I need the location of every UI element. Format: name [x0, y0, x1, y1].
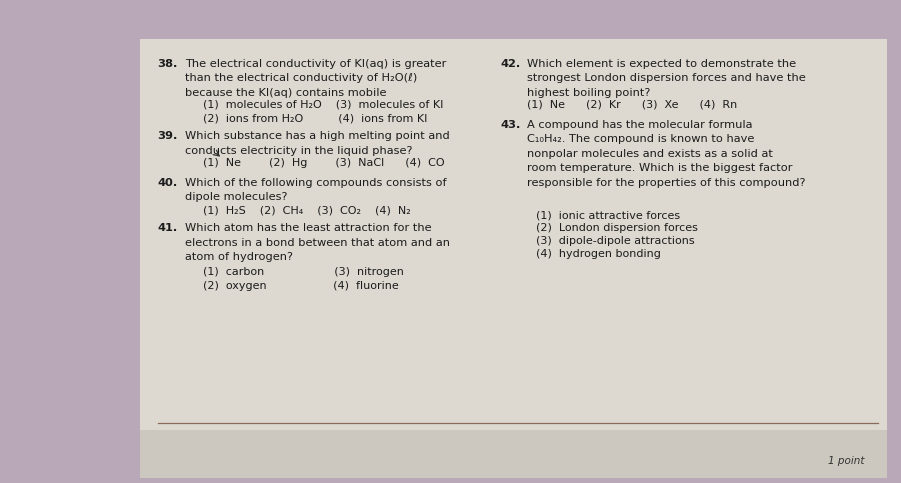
Text: 38.: 38. [158, 59, 178, 69]
Text: (2)  London dispersion forces: (2) London dispersion forces [536, 223, 698, 233]
Text: (3)  dipole-dipole attractions: (3) dipole-dipole attractions [536, 236, 695, 246]
Text: (1)  H₂S    (2)  CH₄    (3)  CO₂    (4)  N₂: (1) H₂S (2) CH₄ (3) CO₂ (4) N₂ [203, 205, 411, 215]
Text: Which atom has the least attraction for the: Which atom has the least attraction for … [185, 223, 432, 233]
FancyBboxPatch shape [140, 39, 887, 444]
Text: (1)  Ne      (2)  Kr      (3)  Xe      (4)  Rn: (1) Ne (2) Kr (3) Xe (4) Rn [527, 99, 737, 109]
Text: nonpolar molecules and exists as a solid at: nonpolar molecules and exists as a solid… [527, 149, 773, 159]
Text: highest boiling point?: highest boiling point? [527, 88, 651, 98]
Text: room temperature. Which is the biggest factor: room temperature. Which is the biggest f… [527, 163, 793, 173]
Text: responsible for the properties of this compound?: responsible for the properties of this c… [527, 178, 805, 188]
Text: Which of the following compounds consists of: Which of the following compounds consist… [185, 178, 446, 188]
Text: (1)  carbon                    (3)  nitrogen: (1) carbon (3) nitrogen [203, 267, 404, 277]
Text: 41.: 41. [158, 223, 177, 233]
Text: than the electrical conductivity of H₂O(ℓ): than the electrical conductivity of H₂O(… [185, 73, 417, 84]
Text: electrons in a bond between that atom and an: electrons in a bond between that atom an… [185, 238, 450, 248]
Text: conducts electricity in the liquid phase?: conducts electricity in the liquid phase… [185, 146, 412, 156]
Text: (1)  ionic attractive forces: (1) ionic attractive forces [536, 210, 680, 220]
Text: (2)  oxygen                   (4)  fluorine: (2) oxygen (4) fluorine [203, 281, 398, 291]
Text: (1)  molecules of H₂O    (3)  molecules of KI: (1) molecules of H₂O (3) molecules of KI [203, 99, 443, 109]
Text: The electrical conductivity of KI(aq) is greater: The electrical conductivity of KI(aq) is… [185, 59, 446, 69]
Text: strongest London dispersion forces and have the: strongest London dispersion forces and h… [527, 73, 805, 84]
Text: C₁₀H₄₂. The compound is known to have: C₁₀H₄₂. The compound is known to have [527, 134, 754, 144]
Text: 39.: 39. [158, 131, 178, 142]
Text: (2)  ions from H₂O          (4)  ions from KI: (2) ions from H₂O (4) ions from KI [203, 114, 427, 124]
FancyBboxPatch shape [140, 430, 887, 478]
Text: atom of hydrogen?: atom of hydrogen? [185, 252, 293, 262]
Text: A compound has the molecular formula: A compound has the molecular formula [527, 120, 752, 130]
Text: (1)  Ne        (2)  Hg        (3)  NaCl      (4)  CO: (1) Ne (2) Hg (3) NaCl (4) CO [203, 158, 444, 169]
Text: 40.: 40. [158, 178, 177, 188]
Text: because the KI(aq) contains mobile: because the KI(aq) contains mobile [185, 88, 387, 98]
Text: Which substance has a high melting point and: Which substance has a high melting point… [185, 131, 450, 142]
Text: Which element is expected to demonstrate the: Which element is expected to demonstrate… [527, 59, 796, 69]
Text: (4)  hydrogen bonding: (4) hydrogen bonding [536, 249, 661, 259]
Text: dipole molecules?: dipole molecules? [185, 192, 287, 202]
Text: 1 point: 1 point [828, 456, 865, 466]
Text: 42.: 42. [500, 59, 520, 69]
Text: 43.: 43. [500, 120, 521, 130]
